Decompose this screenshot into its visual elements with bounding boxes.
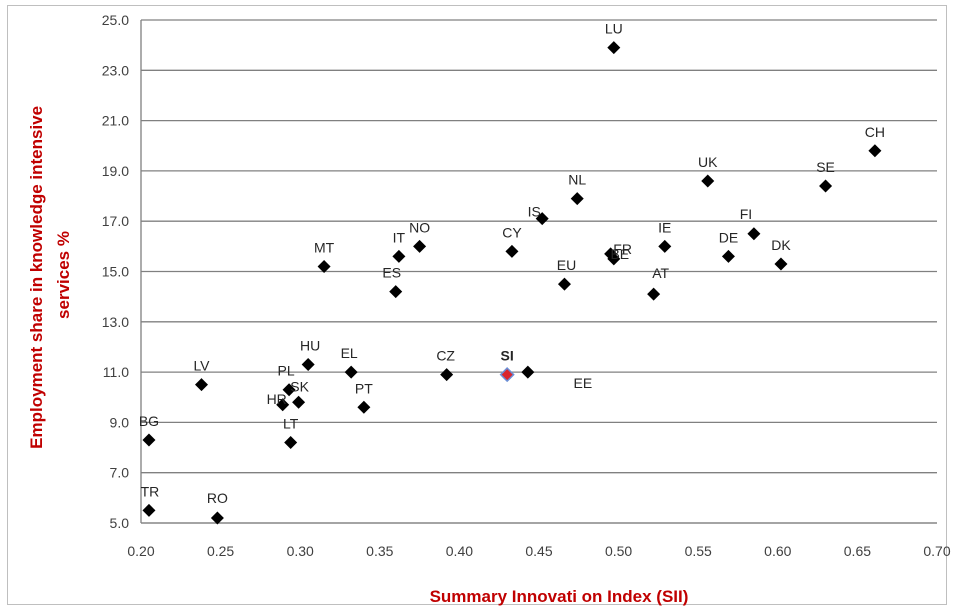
- point-uk: [701, 174, 715, 188]
- point-label-ie: IE: [658, 219, 671, 235]
- point-label-is: IS: [528, 204, 541, 220]
- point-label-de: DE: [719, 229, 738, 245]
- y-axis-title-line-2: services %: [54, 231, 73, 319]
- point-pl: [282, 383, 296, 397]
- point-lu: [607, 41, 621, 55]
- point-label-sk: SK: [290, 378, 309, 394]
- x-tick-label: 0.70: [923, 543, 950, 559]
- y-tick-label: 23.0: [102, 62, 129, 78]
- point-label-si: SI: [501, 348, 514, 364]
- x-tick-label: 0.60: [764, 543, 791, 559]
- y-tick-label: 9.0: [110, 414, 130, 430]
- point-label-be: BE: [610, 246, 629, 262]
- x-tick-label: 0.50: [605, 543, 632, 559]
- data-points: [142, 41, 882, 525]
- point-bg: [142, 433, 156, 447]
- y-tick-label: 19.0: [102, 163, 129, 179]
- point-label-dk: DK: [771, 237, 791, 253]
- y-tick-label: 11.0: [103, 364, 129, 380]
- point-label-se: SE: [816, 159, 835, 175]
- point-no: [413, 239, 427, 253]
- point-ro: [210, 511, 224, 525]
- y-tick-label: 13.0: [102, 314, 129, 330]
- chart-frame: [7, 5, 947, 605]
- point-it: [392, 249, 406, 263]
- point-pt: [357, 400, 371, 414]
- point-is: [535, 212, 549, 226]
- point-ie: [658, 239, 672, 253]
- point-cy: [505, 244, 519, 258]
- point-label-tr: TR: [141, 483, 160, 499]
- point-si: [499, 367, 515, 383]
- point-label-cz: CZ: [436, 348, 455, 364]
- point-be: [607, 252, 621, 266]
- point-label-hr: HR: [267, 391, 287, 407]
- point-label-lt: LT: [283, 416, 299, 432]
- point-label-eu: EU: [557, 257, 576, 273]
- x-tick-label: 0.55: [685, 543, 712, 559]
- point-label-ee: EE: [574, 375, 593, 391]
- point-mt: [317, 259, 331, 273]
- tick-labels: 5.0 7.0 9.0 11.0 13.0 15.0 17.0 19.0 21.0 23.0 25.…: [102, 12, 951, 559]
- point-cz: [440, 368, 454, 382]
- x-tick-label: 0.30: [287, 543, 314, 559]
- point-tr: [142, 503, 156, 517]
- point-lt: [284, 436, 298, 450]
- y-axis-title: Employment share in knowledge intensive …: [27, 101, 73, 449]
- point-label-ch: CH: [865, 124, 885, 140]
- point-es: [389, 285, 403, 299]
- point-fi: [747, 227, 761, 241]
- point-lv: [194, 378, 208, 392]
- point-label-es: ES: [382, 265, 401, 281]
- x-axis-title: Summary Innovati on Index (SII): [430, 587, 689, 606]
- point-label-it: IT: [393, 229, 406, 245]
- point-ch: [868, 144, 882, 158]
- point-label-uk: UK: [698, 154, 718, 170]
- x-tick-label: 0.40: [446, 543, 473, 559]
- point-sk: [292, 395, 306, 409]
- y-tick-label: 7.0: [110, 465, 130, 481]
- point-label-fr: FR: [613, 241, 632, 257]
- point-label-el: EL: [341, 345, 358, 361]
- x-tick-label: 0.25: [207, 543, 234, 559]
- point-labels: LU CH UK SE NL IS FI NO IE CY FR IT DE BE DK MT EU ES AT HU…: [139, 21, 885, 506]
- point-nl: [570, 192, 584, 206]
- point-se: [819, 179, 833, 193]
- point-label-cy: CY: [502, 224, 522, 240]
- grid-lines: [141, 19, 937, 524]
- point-hr: [276, 398, 290, 412]
- y-axis-title-line-1: Employment share in knowledge intensive: [27, 106, 46, 449]
- x-tick-label: 0.65: [844, 543, 871, 559]
- point-label-ro: RO: [207, 490, 228, 506]
- point-hu: [301, 358, 315, 372]
- y-tick-label: 25.0: [102, 12, 129, 28]
- point-de: [721, 249, 735, 263]
- point-label-lv: LV: [193, 358, 210, 374]
- y-tick-label: 5.0: [110, 515, 130, 531]
- point-at: [647, 287, 661, 301]
- point-ee: [521, 365, 535, 379]
- y-tick-label: 15.0: [102, 264, 129, 280]
- point-label-pl: PL: [277, 363, 294, 379]
- point-el: [344, 365, 358, 379]
- axes: [140, 20, 937, 524]
- point-label-at: AT: [652, 265, 669, 281]
- point-label-no: NO: [409, 219, 430, 235]
- point-label-pt: PT: [355, 380, 373, 396]
- y-tick-label: 17.0: [102, 213, 129, 229]
- x-tick-label: 0.35: [366, 543, 393, 559]
- point-label-bg: BG: [139, 413, 159, 429]
- x-tick-label: 0.20: [127, 543, 154, 559]
- x-tick-label: 0.45: [525, 543, 552, 559]
- point-dk: [774, 257, 788, 271]
- point-label-lu: LU: [605, 21, 623, 37]
- point-label-nl: NL: [568, 172, 586, 188]
- point-label-mt: MT: [314, 239, 335, 255]
- point-eu: [557, 277, 571, 291]
- point-label-hu: HU: [300, 338, 320, 354]
- point-label-fi: FI: [740, 206, 752, 222]
- y-tick-label: 21.0: [102, 113, 129, 129]
